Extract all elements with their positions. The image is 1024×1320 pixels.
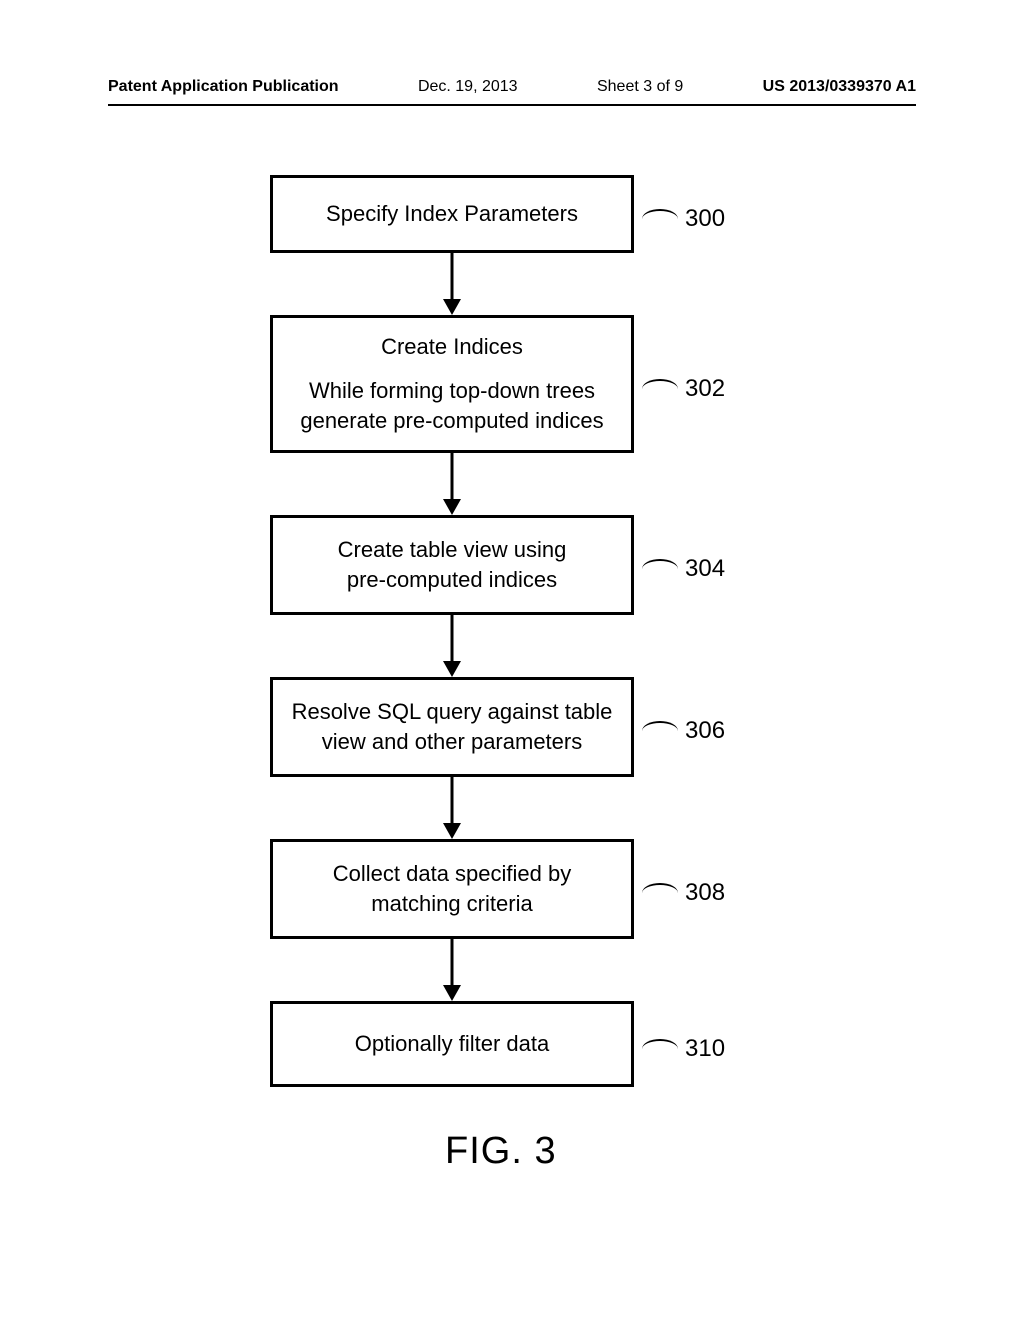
- publication-date: Dec. 19, 2013: [418, 78, 518, 96]
- reference-number: 300: [685, 205, 725, 233]
- flowchart-arrow: [437, 777, 467, 841]
- node-text-line: generate pre-computed indices: [300, 406, 603, 436]
- header-rule: [108, 104, 916, 106]
- node-text-line: Collect data specified by: [333, 859, 571, 889]
- node-text-line: view and other parameters: [322, 727, 582, 757]
- flowchart-arrow: [437, 253, 467, 317]
- flowchart-arrow: [437, 615, 467, 679]
- reference-number: 302: [685, 375, 725, 403]
- page-header: Patent Application Publication Dec. 19, …: [108, 78, 916, 96]
- flowchart-node: Optionally filter data: [270, 1001, 634, 1087]
- flowchart-figure: Specify Index Parameters 300 Create Indice…: [0, 175, 1024, 1175]
- reference-number: 310: [685, 1035, 725, 1063]
- node-text-line: While forming top-down trees: [309, 376, 595, 406]
- node-title: Create Indices: [381, 332, 523, 362]
- flowchart-arrow: [437, 453, 467, 517]
- reference-number: 308: [685, 879, 725, 907]
- flowchart-node: Specify Index Parameters: [270, 175, 634, 253]
- flowchart-node: Resolve SQL query against tableview and …: [270, 677, 634, 777]
- figure-label: FIG. 3: [445, 1130, 557, 1173]
- reference-leader: [642, 209, 678, 229]
- node-text-line: Optionally filter data: [355, 1029, 549, 1059]
- flowchart-arrow: [437, 939, 467, 1003]
- flowchart-node: Create Indices While forming top-down tre…: [270, 315, 634, 453]
- reference-leader: [642, 721, 678, 741]
- sheet-number: Sheet 3 of 9: [597, 78, 683, 96]
- reference-leader: [642, 379, 678, 399]
- reference-number: 304: [685, 555, 725, 583]
- reference-leader: [642, 1039, 678, 1059]
- flowchart-node: Create table view usingpre-computed indi…: [270, 515, 634, 615]
- node-text-line: matching criteria: [371, 889, 532, 919]
- node-text-line: Create table view using: [338, 535, 567, 565]
- reference-number: 306: [685, 717, 725, 745]
- reference-leader: [642, 559, 678, 579]
- flowchart-node: Collect data specified bymatching criter…: [270, 839, 634, 939]
- node-text-line: Specify Index Parameters: [326, 199, 578, 229]
- publication-label: Patent Application Publication: [108, 78, 339, 96]
- publication-number: US 2013/0339370 A1: [763, 78, 916, 96]
- node-text-line: Resolve SQL query against table: [292, 697, 613, 727]
- node-text-line: pre-computed indices: [347, 565, 557, 595]
- reference-leader: [642, 883, 678, 903]
